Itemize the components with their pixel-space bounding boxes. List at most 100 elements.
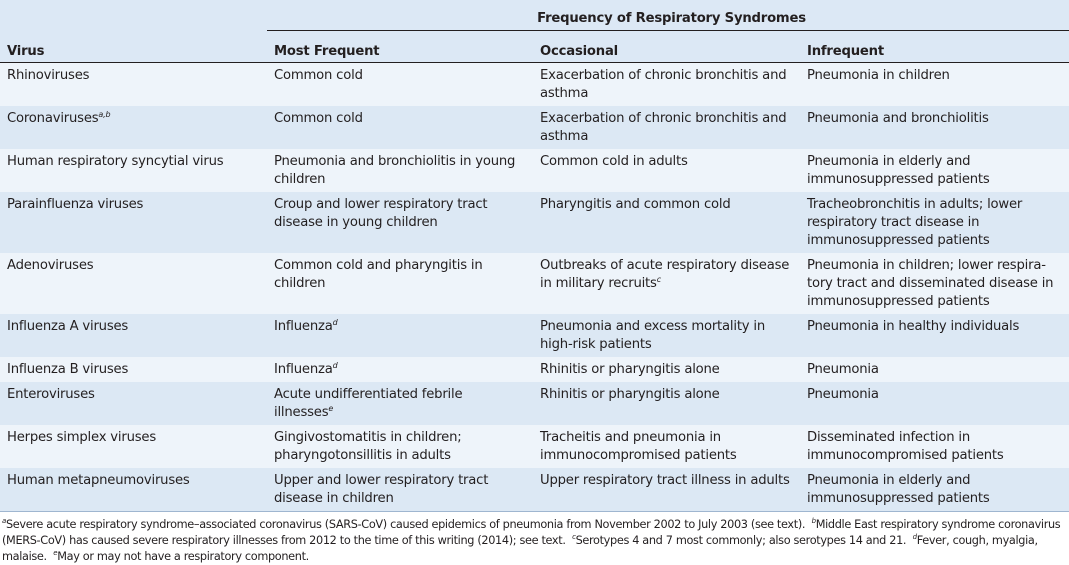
cell-occasional: Outbreaks of acute respiratory disease i… (533, 253, 800, 314)
cell-most-frequent: Acute undifferentiated febrile illnesses… (267, 382, 533, 425)
footnote-mark: d (912, 533, 917, 541)
cell-occasional: Rhinitis or pharyngitis alone (533, 357, 800, 382)
cell-text: Pneumonia (807, 362, 879, 377)
footnote-mark: e (53, 549, 58, 557)
cell-virus: Influenza B viruses (0, 357, 267, 382)
cell-virus: Parainfluenza viruses (0, 192, 267, 253)
cell-virus: Enteroviruses (0, 382, 267, 425)
footnote-marker: a,b (98, 110, 111, 119)
cell-text: Parainfluenza viruses (7, 197, 144, 212)
cell-most-frequent: Common cold and pharyngitis in children (267, 253, 533, 314)
cell-most-frequent: Croup and lower respiratory tract diseas… (267, 192, 533, 253)
cell-text: Enteroviruses (7, 387, 95, 402)
cell-text: Rhinoviruses (7, 68, 90, 83)
footnote-text: Severe acute respiratory syndrome–associ… (5, 518, 806, 531)
cell-occasional: Pharyngitis and common cold (533, 192, 800, 253)
cell-virus: Adenoviruses (0, 253, 267, 314)
cell-virus: Rhinoviruses (0, 63, 267, 107)
group-header-row: Frequency of Respiratory Syndromes (0, 0, 1069, 31)
cell-infrequent: Pneumonia in healthy individuals (800, 314, 1069, 357)
table-row: Influenza B viruses Influenzad Rhinitis or… (0, 357, 1069, 382)
cell-infrequent: Pneumonia in children (800, 63, 1069, 107)
column-header-row: Virus Most Frequent Occasional Infrequen… (0, 30, 1069, 63)
cell-infrequent: Disseminated infection in immunocompromi… (800, 425, 1069, 468)
cell-text: Upper and lower respiratory tract diseas… (274, 473, 489, 506)
footnote-mark: c (572, 533, 576, 541)
cell-text: Upper respiratory tract illness in adult… (540, 473, 790, 488)
table-row: Adenoviruses Common cold and pharyngitis … (0, 253, 1069, 314)
column-header-virus: Virus (0, 30, 267, 63)
footnote: eMay or may not have a respiratory compo… (53, 549, 309, 564)
cell-text: Coronaviruses (7, 111, 99, 126)
cell-virus: Human metapneumoviruses (0, 468, 267, 511)
cell-text: Influenza A viruses (7, 319, 129, 334)
cell-text: Outbreaks of acute respiratory disease i… (540, 258, 790, 291)
table-row: Human respiratory syncytial virus Pneumon… (0, 149, 1069, 192)
footnote-text: May or may not have a respiratory compon… (57, 550, 309, 563)
cell-text: Disseminated infection in immunocompromi… (807, 430, 1004, 463)
cell-text: Croup and lower respiratory tract diseas… (274, 197, 488, 230)
footnote-marker: d (332, 318, 338, 327)
column-header-infrequent: Infrequent (800, 30, 1069, 63)
footnote-text: Middle East respiratory syndrome coronav… (2, 518, 1061, 547)
cell-text: Common cold and pharyngitis in children (274, 258, 483, 291)
cell-text: Human metapneumoviruses (7, 473, 190, 488)
cell-most-frequent: Common cold (267, 63, 533, 107)
cell-infrequent: Pneumonia in elderly and immunosuppresse… (800, 149, 1069, 192)
cell-infrequent: Pneumonia (800, 357, 1069, 382)
table-row: Human metapneumoviruses Upper and lower r… (0, 468, 1069, 511)
table-row: Herpes simplex viruses Gingivostomatitis … (0, 425, 1069, 468)
cell-text: Herpes simplex viruses (7, 430, 156, 445)
cell-text: Rhinitis or pharyngitis alone (540, 362, 720, 377)
cell-virus: Human respiratory syncytial virus (0, 149, 267, 192)
cell-text: Acute undifferentiated febrile illnesses (274, 387, 463, 420)
cell-occasional: Exacerbation of chronic bronchitis and a… (533, 63, 800, 107)
footnote: aSevere acute respiratory syndrome–assoc… (2, 517, 806, 532)
cell-text: Rhinitis or pharyngitis alone (540, 387, 720, 402)
footnote-mark: b (811, 517, 816, 525)
column-header-most-frequent: Most Frequent (267, 30, 533, 63)
footnotes: aSevere acute respiratory syndrome–assoc… (0, 511, 1069, 565)
cell-text: Common cold (274, 111, 363, 126)
table-body: Rhinoviruses Common cold Exacerbation of c… (0, 62, 1069, 511)
cell-text: Influenza (274, 319, 333, 334)
cell-virus: Coronavirusesa,b (0, 106, 267, 149)
cell-text: Exacerbation of chronic bronchitis and a… (540, 68, 787, 101)
group-header: Frequency of Respiratory Syndromes (267, 0, 1069, 31)
cell-text: Pneumonia in elderly and immunosuppresse… (807, 473, 990, 506)
cell-text: Pneumonia and excess mortality in high-r… (540, 319, 766, 352)
cell-infrequent: Tracheobronchitis in adults; lower respi… (800, 192, 1069, 253)
cell-text: Gingivostomatitis in children; pharyngot… (274, 430, 462, 463)
footnote-marker: e (328, 404, 334, 413)
cell-text: Pneumonia and bronchiolitis in young chi… (274, 154, 516, 187)
cell-occasional: Tracheitis and pneumonia in immunocompro… (533, 425, 800, 468)
cell-text: Influenza (274, 362, 333, 377)
cell-text: Adenoviruses (7, 258, 94, 273)
cell-occasional: Rhinitis or pharyngitis alone (533, 382, 800, 425)
cell-occasional: Common cold in adults (533, 149, 800, 192)
cell-text: Pneumonia (807, 387, 879, 402)
cell-text: Tracheitis and pneumonia in immunocompro… (540, 430, 737, 463)
cell-most-frequent: Influenzad (267, 314, 533, 357)
cell-most-frequent: Gingivostomatitis in children; pharyngot… (267, 425, 533, 468)
cell-virus: Influenza A viruses (0, 314, 267, 357)
cell-text: Common cold (274, 68, 363, 83)
cell-most-frequent: Upper and lower respiratory tract diseas… (267, 468, 533, 511)
cell-text: Pneumonia and bronchiolitis (807, 111, 989, 126)
cell-text: Human respiratory syncytial virus (7, 154, 224, 169)
footnote-mark: a (2, 517, 6, 525)
cell-most-frequent: Influenzad (267, 357, 533, 382)
cell-text: Pneumonia in children; lower respira-tor… (807, 258, 1054, 309)
table-row: Enteroviruses Acute undifferentiated febr… (0, 382, 1069, 425)
table-row: Parainfluenza viruses Croup and lower res… (0, 192, 1069, 253)
column-header-occasional: Occasional (533, 30, 800, 63)
cell-text: Exacerbation of chronic bronchitis and a… (540, 111, 787, 144)
cell-text: Pharyngitis and common cold (540, 197, 731, 212)
table-row: Rhinoviruses Common cold Exacerbation of c… (0, 62, 1069, 107)
table-row: Influenza A viruses Influenzad Pneumonia a… (0, 314, 1069, 357)
cell-text: Pneumonia in healthy individuals (807, 319, 1020, 334)
cell-occasional: Exacerbation of chronic bronchitis and a… (533, 106, 800, 149)
cell-most-frequent: Common cold (267, 106, 533, 149)
cell-text: Influenza B viruses (7, 362, 129, 377)
footnote-text: Serotypes 4 and 7 most commonly; also se… (575, 534, 907, 547)
